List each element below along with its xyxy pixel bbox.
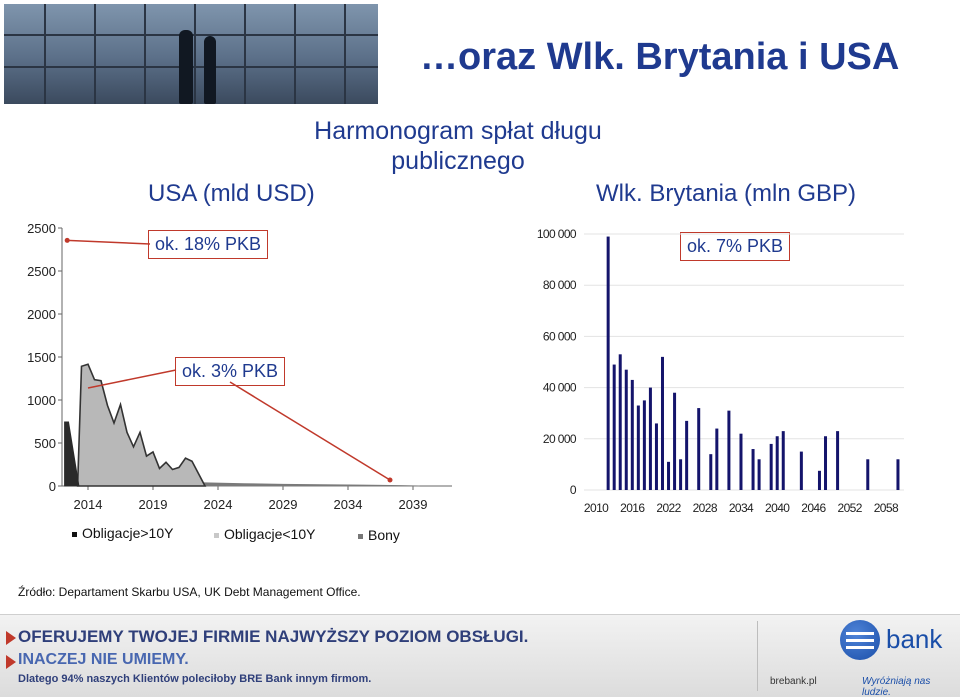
banner-line-3: Dlatego 94% naszych Klientów poleciłoby … bbox=[18, 673, 372, 685]
bar bbox=[715, 428, 719, 490]
y-tick-label: 500 bbox=[34, 436, 56, 451]
y-tick-label: 2000 bbox=[27, 307, 56, 322]
bar bbox=[636, 405, 640, 490]
y-tick-label: 2500 bbox=[27, 264, 56, 279]
banner-divider bbox=[757, 621, 758, 691]
annotation-arrow-line bbox=[67, 239, 151, 245]
slide-subtitle: Harmonogram spłat długu publicznego bbox=[314, 117, 602, 175]
y-tick-label: 1000 bbox=[27, 393, 56, 408]
legend-swatch bbox=[358, 533, 363, 539]
arrow-icon bbox=[6, 631, 16, 645]
area-series-0 bbox=[64, 421, 80, 487]
x-tick-label: 2029 bbox=[269, 497, 298, 512]
x-tick-label: 2019 bbox=[139, 497, 168, 512]
x-tick-label: 2028 bbox=[693, 501, 718, 515]
uk-panel-title: Wlk. Brytania (mln GBP) bbox=[596, 180, 857, 207]
bar bbox=[660, 356, 664, 490]
bar bbox=[824, 436, 828, 490]
bar bbox=[781, 431, 785, 490]
bar bbox=[612, 364, 616, 490]
annotation-arrow-head bbox=[64, 237, 70, 243]
bar bbox=[817, 470, 821, 490]
usa-panel-title: USA (mld USD) bbox=[148, 180, 315, 207]
legend-label: Bony bbox=[368, 527, 400, 543]
x-tick-label: 2052 bbox=[838, 501, 863, 515]
x-tick-label: 2022 bbox=[656, 501, 681, 515]
y-tick-label: 100 000 bbox=[537, 227, 577, 241]
bar bbox=[836, 431, 840, 490]
bar bbox=[757, 459, 761, 490]
banner-line-1: OFERUJEMY TWOJEJ FIRMIE NAJWYŻSZY POZIOM… bbox=[18, 627, 529, 646]
x-tick-label: 2034 bbox=[729, 501, 754, 515]
bar bbox=[751, 449, 755, 490]
x-tick-label: 2010 bbox=[584, 501, 609, 515]
x-tick-label: 2034 bbox=[334, 497, 363, 512]
y-tick-label: 1500 bbox=[27, 350, 56, 365]
bar bbox=[642, 400, 646, 490]
x-tick-label: 2039 bbox=[399, 497, 428, 512]
y-tick-label: 80 000 bbox=[543, 278, 577, 292]
y-tick-label: 2500 bbox=[27, 221, 56, 236]
ad-banner[interactable]: OFERUJEMY TWOJEJ FIRMIE NAJWYŻSZY POZIOM… bbox=[0, 614, 960, 697]
arrow-icon bbox=[6, 655, 16, 669]
bar bbox=[685, 420, 689, 490]
legend-item-bills: Bony bbox=[358, 527, 400, 543]
site-link[interactable]: brebank.pl bbox=[770, 676, 817, 687]
area-series-1 bbox=[76, 363, 207, 487]
bar bbox=[709, 454, 713, 490]
bre-logo-icon bbox=[840, 620, 880, 660]
bar bbox=[799, 451, 803, 490]
x-tick-label: 2024 bbox=[204, 497, 233, 512]
bar bbox=[739, 433, 743, 490]
tagline: Wyróżniają nas ludzie. bbox=[862, 676, 931, 698]
y-tick-label: 60 000 bbox=[543, 329, 577, 343]
y-tick-label: 0 bbox=[49, 479, 56, 494]
y-tick-label: 40 000 bbox=[543, 381, 577, 395]
annotation-arrow-line bbox=[229, 381, 391, 481]
legend-swatch bbox=[72, 531, 77, 537]
header-photo bbox=[4, 4, 378, 104]
bar bbox=[697, 408, 701, 490]
uk-annotation-7: ok. 7% PKB bbox=[680, 232, 791, 261]
bar bbox=[727, 410, 731, 490]
annotation-arrow-line bbox=[87, 369, 177, 389]
bar bbox=[769, 443, 773, 490]
usa-chart: 2500 2500 2000 1500 1000 500 0 2014 2019 2024 2029… bbox=[27, 221, 452, 512]
slide-title: …oraz Wlk. Brytania i USA bbox=[420, 36, 900, 78]
banner-line-2: INACZEJ NIE UMIEMY. bbox=[18, 651, 189, 668]
legend-label: Obligacje<10Y bbox=[224, 526, 316, 542]
legend-swatch bbox=[214, 532, 219, 538]
y-tick-label: 0 bbox=[570, 483, 577, 497]
usa-annotation-3: ok. 3% PKB bbox=[175, 357, 286, 386]
bar bbox=[606, 236, 610, 490]
bar bbox=[618, 354, 622, 490]
bar bbox=[673, 392, 677, 490]
usa-annotation-18: ok. 18% PKB bbox=[148, 230, 269, 259]
bar bbox=[624, 369, 628, 490]
uk-chart: 100 000 80 000 60 000 40 000 20 000 0 2010 2016… bbox=[537, 227, 904, 515]
bar bbox=[775, 436, 779, 490]
x-tick-label: 2058 bbox=[874, 501, 899, 515]
legend-item-bonds-long: Obligacje>10Y bbox=[72, 525, 173, 541]
source-note: Źródło: Departament Skarbu USA, UK Debt … bbox=[18, 585, 361, 599]
x-tick-label: 2014 bbox=[74, 497, 103, 512]
y-tick-label: 20 000 bbox=[543, 432, 577, 446]
bar bbox=[667, 461, 671, 490]
annotation-arrow-head bbox=[387, 477, 393, 483]
x-tick-label: 2040 bbox=[765, 501, 790, 515]
bar bbox=[866, 459, 870, 490]
bar bbox=[648, 387, 652, 490]
x-tick-label: 2016 bbox=[620, 501, 645, 515]
bar bbox=[896, 459, 900, 490]
logo-text: bank bbox=[886, 624, 943, 654]
bar bbox=[679, 459, 683, 490]
bar bbox=[654, 423, 658, 490]
legend-item-bonds-short: Obligacje<10Y bbox=[214, 526, 315, 542]
x-tick-label: 2046 bbox=[801, 501, 826, 515]
bar bbox=[630, 379, 634, 490]
legend-label: Obligacje>10Y bbox=[82, 525, 174, 541]
